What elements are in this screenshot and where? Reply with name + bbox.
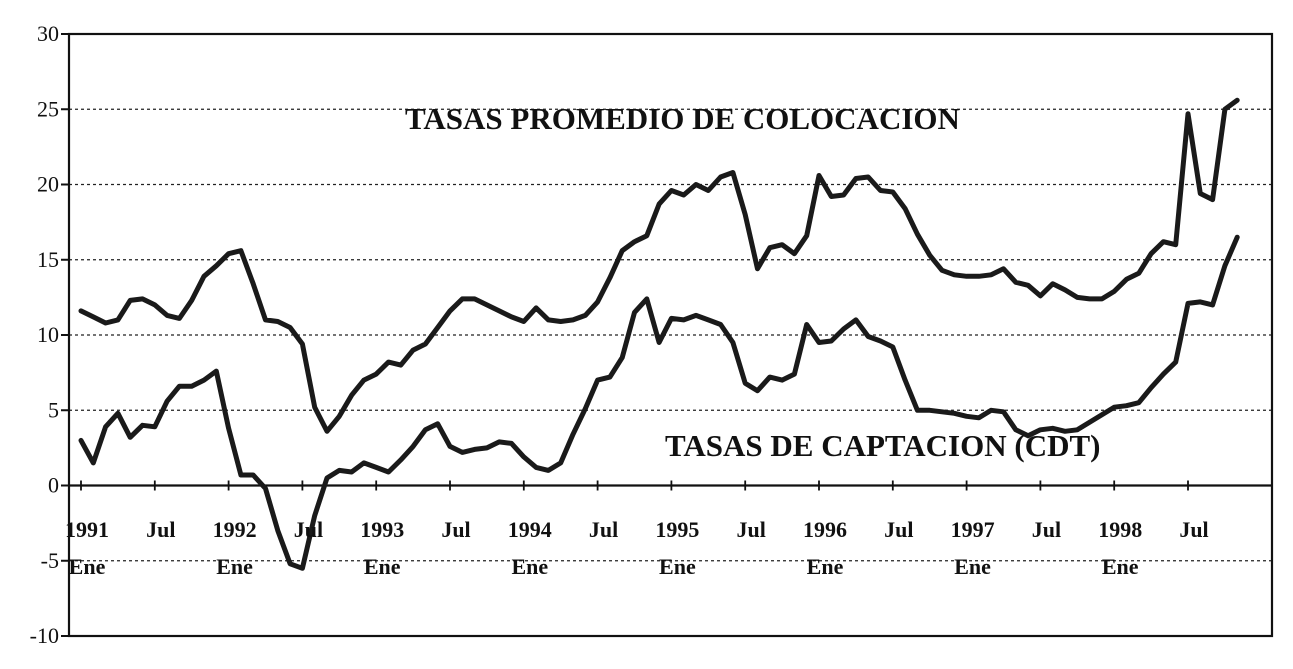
series-lines (78, 97, 1240, 571)
x-tick-year: 1995 (655, 517, 699, 542)
y-tick-label: 15 (37, 247, 59, 272)
x-tick-month: Ene (364, 554, 401, 579)
x-tick-year: 1998 (1098, 517, 1142, 542)
y-axis-ticks: 30 25 20 15 10 5 0 -5 -10 (30, 21, 69, 648)
x-tick-year: 1993 (360, 517, 404, 542)
y-tick-label: 30 (37, 21, 59, 46)
plot-frame (67, 32, 1274, 638)
y-tick-label: -10 (30, 623, 59, 648)
x-tick-month: Ene (807, 554, 844, 579)
x-tick-month: Ene (1102, 554, 1139, 579)
x-tick-month: Jul (589, 517, 618, 542)
series-colocacion-line (78, 97, 1240, 434)
annotation-colocacion: TASAS PROMEDIO DE COLOCACION (405, 101, 960, 136)
x-tick-month: Jul (441, 517, 470, 542)
x-tick-month: Ene (954, 554, 991, 579)
y-tick-label: -5 (41, 548, 59, 573)
y-tick-label: 0 (48, 473, 59, 498)
grid-lines (69, 108, 1272, 562)
x-tick-year: 1996 (803, 517, 847, 542)
x-tick-year: 1997 (951, 517, 995, 542)
x-tick-month: Ene (216, 554, 253, 579)
x-tick-month: Jul (737, 517, 766, 542)
x-tick-month: Jul (884, 517, 913, 542)
series-captacion-line (78, 234, 1240, 571)
x-tick-month: Jul (1179, 517, 1208, 542)
x-tick-year: 1992 (213, 517, 257, 542)
x-axis-ticks: 1991 Ene Jul 1992 Ene Jul 1993 Ene Jul 1994 Ene Jul… (65, 480, 1209, 579)
x-tick-month: Ene (511, 554, 548, 579)
y-tick-label: 10 (37, 322, 59, 347)
x-tick-month: Jul (1032, 517, 1061, 542)
annotation-captacion: TASAS DE CAPTACION (CDT) (665, 428, 1100, 463)
x-tick-month: Jul (146, 517, 175, 542)
y-tick-label: 5 (48, 397, 59, 422)
x-tick-year: 1994 (508, 517, 552, 542)
x-tick-month: Ene (659, 554, 696, 579)
x-tick-year: 1991 (65, 517, 109, 542)
y-tick-label: 25 (37, 96, 59, 121)
x-tick-month: Ene (69, 554, 106, 579)
y-tick-label: 20 (37, 172, 59, 197)
x-tick-month: Jul (294, 517, 323, 542)
